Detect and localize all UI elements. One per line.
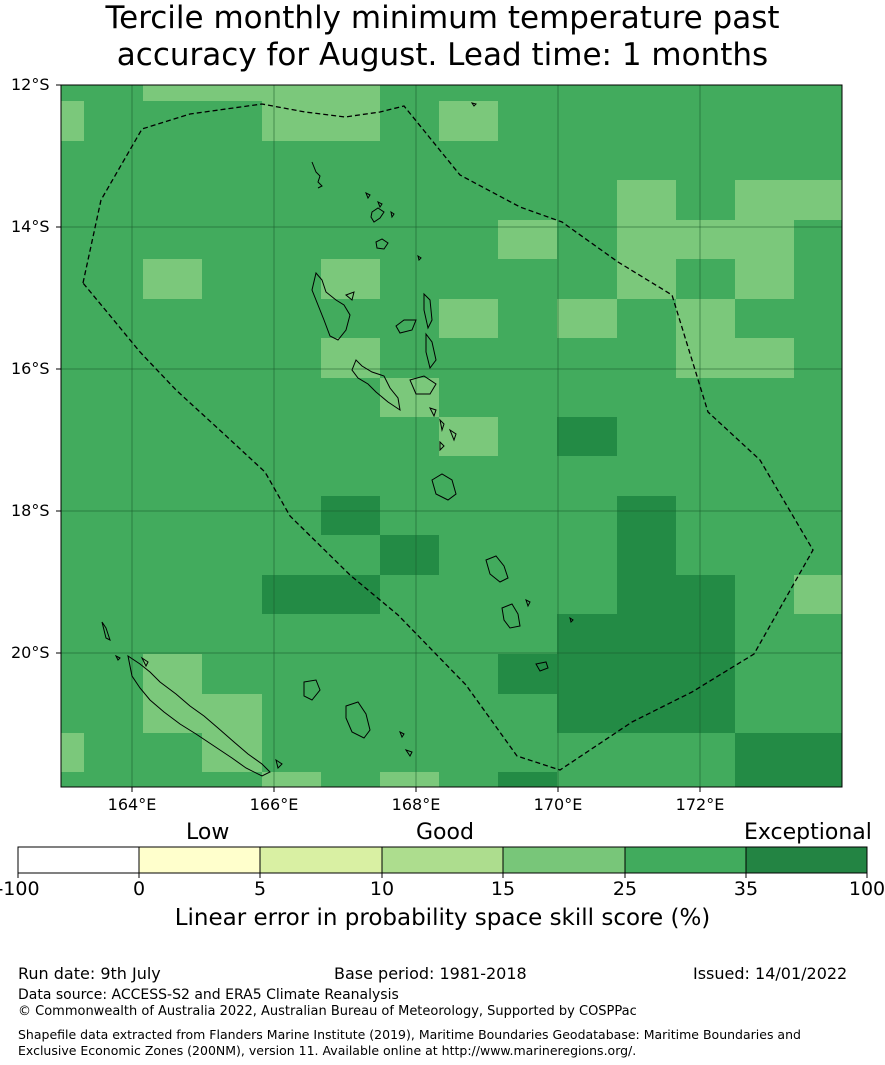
- map-frame: [60, 84, 843, 788]
- lat-tick-label: 20°S: [11, 643, 50, 662]
- colorbar-tick-label: 25: [612, 878, 638, 900]
- lat-tick-label: 12°S: [11, 75, 50, 94]
- map-tick-marks: [56, 84, 701, 792]
- colorbar-segment: [745, 846, 868, 874]
- colorbar-tick-label: 10: [369, 878, 395, 900]
- skill-cells-dark: [262, 417, 842, 787]
- colorbar-axis-label: Linear error in probability space skill …: [174, 905, 711, 931]
- colorbar-tick-label: 5: [253, 878, 267, 900]
- map-title: Tercile monthly minimum temperature past…: [0, 0, 885, 74]
- shapefile-credit: Shapefile data extracted from Flanders M…: [18, 1027, 801, 1058]
- lat-tick-label: 16°S: [11, 359, 50, 378]
- colorbar-segment: [381, 846, 504, 874]
- lon-tick-label: 166°E: [249, 795, 299, 814]
- colorbar-segment: [502, 846, 626, 874]
- colorbar-segment: [138, 846, 261, 874]
- lon-tick-label: 164°E: [107, 795, 157, 814]
- copyright-notice: © Commonwealth of Australia 2022, Austra…: [18, 1004, 637, 1019]
- lon-tick-label: 168°E: [391, 795, 441, 814]
- colorbar-tick-label: -100: [0, 878, 40, 900]
- lat-tick-label: 14°S: [11, 217, 50, 236]
- colorbar-segment: [259, 846, 383, 874]
- colorbar-tick-label: 100: [848, 878, 885, 900]
- colorbar: [17, 846, 868, 878]
- title-line-1: Tercile monthly minimum temperature past: [105, 0, 780, 36]
- title-line-2: accuracy for August. Lead time: 1 months: [116, 37, 769, 73]
- lat-tick-label: 18°S: [11, 501, 50, 520]
- colorbar-segment: [17, 846, 140, 874]
- eez-boundary: [82, 103, 814, 771]
- colorbar-tick-label: 15: [490, 878, 516, 900]
- colorbar-category-good: Good: [416, 820, 474, 845]
- base-period: Base period: 1981-2018: [334, 964, 527, 983]
- lon-tick-label: 172°E: [675, 795, 725, 814]
- colorbar-category-low: Low: [186, 820, 230, 845]
- data-source: Data source: ACCESS-S2 and ERA5 Climate …: [18, 987, 399, 1003]
- lon-tick-label: 170°E: [533, 795, 583, 814]
- issued-date: Issued: 14/01/2022: [693, 964, 848, 983]
- island-outlines: [101, 102, 574, 777]
- colorbar-segment: [624, 846, 747, 874]
- colorbar-tick-label: 35: [733, 878, 759, 900]
- colorbar-tick-label: 0: [132, 878, 146, 900]
- run-date: Run date: 9th July: [18, 964, 161, 983]
- colorbar-category-exceptional: Exceptional: [744, 820, 872, 845]
